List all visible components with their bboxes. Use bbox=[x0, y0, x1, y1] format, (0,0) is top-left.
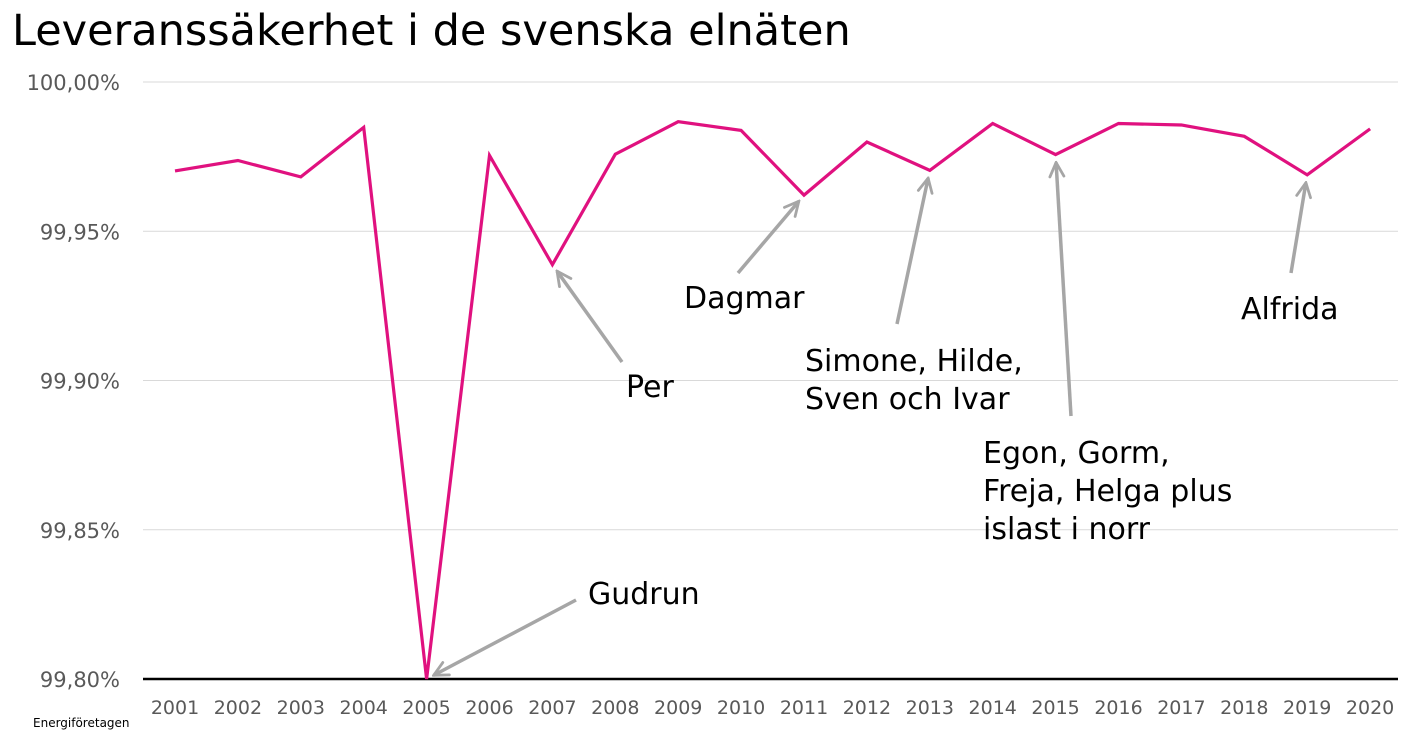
y-tick-label: 99,85% bbox=[40, 519, 120, 543]
x-tick-label: 2008 bbox=[591, 697, 639, 719]
annotation-label: Dagmar bbox=[684, 281, 805, 316]
annotation-arrow bbox=[1289, 183, 1306, 274]
y-tick-label: 100,00% bbox=[27, 71, 120, 95]
x-tick-label: 2002 bbox=[214, 697, 262, 719]
annotation-label: Alfrida bbox=[1241, 292, 1339, 327]
annotation-label: Gudrun bbox=[588, 577, 700, 612]
x-tick-label: 2010 bbox=[717, 697, 765, 719]
x-tick-label: 2005 bbox=[402, 697, 450, 719]
x-tick-label: 2004 bbox=[340, 697, 388, 719]
x-tick-label: 2016 bbox=[1094, 697, 1142, 719]
x-tick-label: 2015 bbox=[1031, 697, 1079, 719]
x-tick-label: 2006 bbox=[465, 697, 513, 719]
chart-title: Leveranssäkerhet i de svenska elnäten bbox=[12, 6, 851, 56]
x-tick-label: 2001 bbox=[151, 697, 199, 719]
x-tick-label: 2007 bbox=[528, 697, 576, 719]
annotation-label: Simone, Hilde, bbox=[805, 344, 1023, 379]
annotation-label: Sven och Ivar bbox=[805, 382, 1010, 417]
x-tick-label: 2011 bbox=[780, 697, 828, 719]
x-tick-label: 2012 bbox=[843, 697, 891, 719]
annotation-label: Per bbox=[626, 370, 674, 405]
annotation-arrow bbox=[1056, 163, 1073, 417]
source-label: Energiföretagen bbox=[33, 716, 130, 730]
annotation-arrow bbox=[895, 178, 928, 325]
x-tick-label: 2017 bbox=[1157, 697, 1205, 719]
annotation-arrow bbox=[557, 271, 624, 364]
annotation-arrow bbox=[434, 598, 577, 677]
annotation-label: islast i norr bbox=[983, 512, 1151, 547]
annotation-label: Freja, Helga plus bbox=[983, 474, 1232, 509]
x-tick-label: 2013 bbox=[906, 697, 954, 719]
x-tick-label: 2018 bbox=[1220, 697, 1268, 719]
x-tick-label: 2019 bbox=[1283, 697, 1331, 719]
x-tick-label: 2020 bbox=[1346, 697, 1394, 719]
y-tick-label: 99,90% bbox=[40, 370, 120, 394]
y-tick-label: 99,80% bbox=[40, 668, 120, 692]
series-line bbox=[174, 120, 1372, 680]
x-tick-label: 2014 bbox=[969, 697, 1017, 719]
annotation-arrow bbox=[736, 201, 799, 275]
x-tick-label: 2003 bbox=[277, 697, 325, 719]
y-tick-label: 99,95% bbox=[40, 220, 120, 244]
annotation-label: Egon, Gorm, bbox=[983, 436, 1170, 471]
x-tick-label: 2009 bbox=[654, 697, 702, 719]
